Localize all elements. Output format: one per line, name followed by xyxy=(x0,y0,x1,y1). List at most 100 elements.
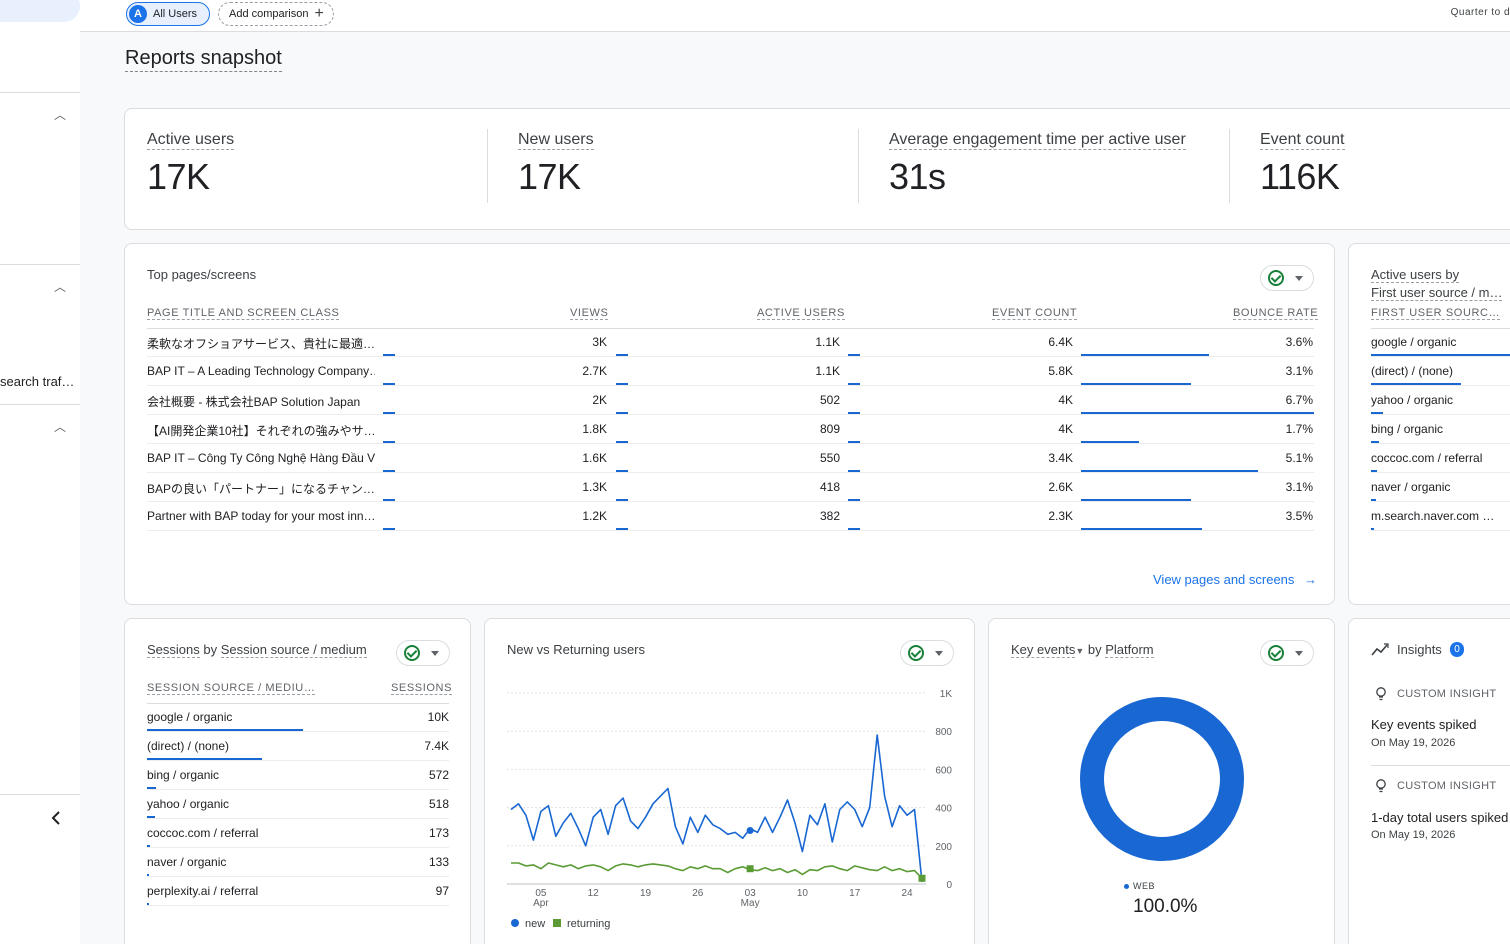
sessions-cell: 97 xyxy=(435,884,449,898)
column-header[interactable]: FIRST USER SOURC… xyxy=(1371,307,1501,320)
metric-label: Active users xyxy=(147,131,235,150)
insight-title[interactable]: 1-day total users spiked xyxy=(1371,810,1509,825)
column-header[interactable]: PAGE TITLE AND SCREEN CLASS xyxy=(147,307,340,320)
table-row[interactable]: yahoo / organic 518 xyxy=(125,790,470,819)
legend-label[interactable]: returning xyxy=(567,918,610,930)
row-divider xyxy=(147,731,449,732)
compare-status-button[interactable] xyxy=(1260,640,1314,666)
insight-title[interactable]: Key events spiked xyxy=(1371,717,1477,732)
table-row[interactable]: google / organic xyxy=(1349,328,1510,357)
source-cell: google / organic xyxy=(1371,335,1457,349)
lightbulb-icon xyxy=(1376,687,1386,701)
bounce-rate-cell: 3.6% xyxy=(1285,335,1313,349)
legend-dot xyxy=(1124,884,1129,890)
row-divider xyxy=(147,876,449,877)
data-point-marker[interactable] xyxy=(746,865,754,873)
active-users-cell: 1.1K xyxy=(815,335,840,349)
row-bar xyxy=(383,528,395,530)
table-row[interactable]: yahoo / organic xyxy=(1349,386,1510,415)
page-title-cell: 柔軟なオフショアサービス、貴社に最適… xyxy=(147,337,375,351)
y-tick-label: 400 xyxy=(935,804,952,815)
table-row[interactable]: m.search.naver.com … xyxy=(1349,502,1510,531)
dimension-selector[interactable]: Platform xyxy=(1105,642,1154,658)
table-row[interactable]: bing / organic 572 xyxy=(125,761,470,790)
column-header[interactable]: ACTIVE USERS xyxy=(757,307,845,320)
y-tick-label: 200 xyxy=(935,842,952,853)
dimension-selector[interactable]: Session source / medium xyxy=(220,642,367,658)
row-bar xyxy=(147,845,150,847)
x-tick-label: 10 xyxy=(797,888,809,899)
table-row[interactable]: Partner with BAP today for your most inn… xyxy=(125,502,1334,531)
table-row[interactable]: google / organic 10K xyxy=(125,703,470,732)
metric-label: Event count xyxy=(1260,131,1345,150)
caret-down-icon[interactable]: ▼ xyxy=(1075,646,1085,656)
data-point-marker[interactable] xyxy=(918,874,926,882)
source-cell: yahoo / organic xyxy=(147,797,230,811)
chevron-up-icon[interactable]: ︿ xyxy=(53,108,66,122)
compare-status-button[interactable] xyxy=(900,640,954,666)
all-users-chip[interactable]: A All Users xyxy=(126,2,210,26)
column-header[interactable]: BOUNCE RATE xyxy=(1233,307,1319,320)
y-tick-label: 0 xyxy=(946,880,952,891)
active-users-cell: 550 xyxy=(819,451,840,465)
collapse-sidebar-icon[interactable] xyxy=(50,810,62,826)
table-row[interactable]: (direct) / (none) xyxy=(1349,357,1510,386)
column-header[interactable]: SESSIONS xyxy=(391,682,453,695)
table-row[interactable]: coccoc.com / referral xyxy=(1349,444,1510,473)
row-divider xyxy=(147,472,1314,473)
compare-status-button[interactable] xyxy=(1260,265,1314,291)
table-row[interactable]: 会社概要 - 株式会社BAP Solution Japan 2K 502 4K 6.7% xyxy=(125,386,1334,415)
row-divider xyxy=(147,501,1314,502)
row-bar xyxy=(383,383,395,385)
table-row[interactable]: perplexity.ai / referral 97 xyxy=(125,877,470,906)
chart-title: New vs Returning users xyxy=(507,642,645,657)
bounce-rate-cell: 6.7% xyxy=(1285,393,1313,407)
series-line-new[interactable] xyxy=(510,734,923,883)
insight-date: On May 19, 2026 xyxy=(1371,829,1456,841)
card-title-dimension[interactable]: First user source / m… xyxy=(1371,285,1503,301)
table-row[interactable]: naver / organic xyxy=(1349,473,1510,502)
row-bar xyxy=(1371,441,1379,443)
legend-label[interactable]: new xyxy=(525,918,545,930)
data-point-marker[interactable] xyxy=(746,827,754,835)
compare-status-button[interactable] xyxy=(396,640,450,666)
header-divider xyxy=(147,328,1314,329)
donut-chart[interactable] xyxy=(1079,696,1245,862)
sidebar-active-item[interactable] xyxy=(0,0,80,22)
date-range-picker[interactable]: Quarter to d xyxy=(1450,7,1510,18)
chevron-up-icon[interactable]: ︿ xyxy=(53,420,66,434)
page-title-cell: BAP IT – A Leading Technology Company… xyxy=(147,364,375,378)
column-header[interactable]: VIEWS xyxy=(570,307,609,320)
table-row[interactable]: BAP IT – A Leading Technology Company… 2.… xyxy=(125,357,1334,386)
row-bar xyxy=(1371,470,1377,472)
add-comparison-button[interactable]: Add comparison + xyxy=(218,2,334,26)
table-row[interactable]: 柔軟なオフショアサービス、貴社に最適… 3K 1.1K 6.4K 3.6% xyxy=(125,328,1334,357)
source-cell: coccoc.com / referral xyxy=(147,826,259,840)
column-header[interactable]: EVENT COUNT xyxy=(992,307,1078,320)
metric-selector[interactable]: Sessions xyxy=(147,642,200,658)
table-row[interactable]: coccoc.com / referral 173 xyxy=(125,819,470,848)
table-row[interactable]: naver / organic 133 xyxy=(125,848,470,877)
x-tick-label: 05 xyxy=(535,888,547,899)
table-row[interactable]: 【AI開発企業10社】それぞれの強みやサ… 1.8K 809 4K 1.7% xyxy=(125,415,1334,444)
metric-active-users[interactable]: Active users 17K xyxy=(147,131,235,198)
chevron-up-icon[interactable]: ︿ xyxy=(53,280,66,294)
table-row[interactable]: bing / organic xyxy=(1349,415,1510,444)
column-header[interactable]: SESSION SOURCE / MEDIU… xyxy=(147,682,316,695)
metric-selector[interactable]: Key events xyxy=(1011,642,1076,658)
row-bar xyxy=(147,787,156,789)
card-title: Key events▼ by Platform xyxy=(1011,642,1154,658)
event-count-cell: 3.4K xyxy=(1048,451,1073,465)
table-row[interactable]: BAP IT – Công Ty Công Nghệ Hàng Đầu V… 1.… xyxy=(125,444,1334,473)
metric-new-users[interactable]: New users 17K xyxy=(518,131,594,198)
sidebar-item-label[interactable]: search traf… xyxy=(0,374,75,389)
card-title: Top pages/screens xyxy=(147,267,257,282)
series-line-returning[interactable] xyxy=(511,862,923,879)
metric-event-count[interactable]: Event count 116K xyxy=(1260,131,1345,198)
source-cell: bing / organic xyxy=(147,768,220,782)
view-pages-link[interactable]: View pages and screens → xyxy=(1153,572,1317,587)
table-row[interactable]: (direct) / (none) 7.4K xyxy=(125,732,470,761)
metric-engagement-time[interactable]: Average engagement time per active user … xyxy=(889,131,1186,198)
table-row[interactable]: BAPの良い「パートナー」になるチャン… 1.3K 418 2.6K 3.1% xyxy=(125,473,1334,502)
